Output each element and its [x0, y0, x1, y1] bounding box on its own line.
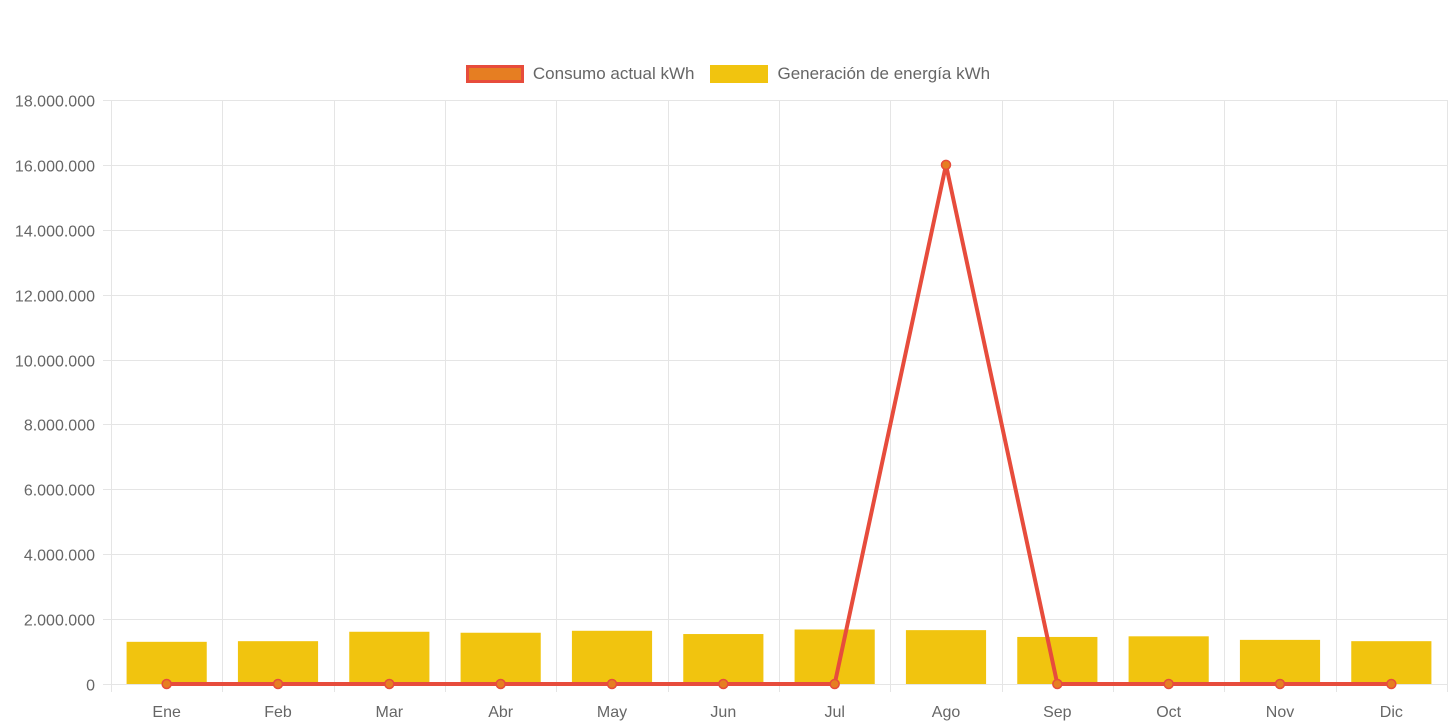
legend-label-consumo: Consumo actual kWh: [532, 64, 695, 83]
legend-item-consumo[interactable]: Consumo actual kWh: [465, 64, 695, 84]
legend-label-generacion: Generación de energía kWh: [777, 64, 991, 83]
point-consumo-jul: [829, 678, 840, 690]
x-tick-label: Feb: [264, 704, 292, 721]
bar-generacion-may: [571, 630, 653, 684]
x-tick-label: Sep: [1043, 704, 1072, 721]
point-consumo-nov: [1274, 678, 1286, 690]
bar-generacion-jun: [683, 634, 764, 684]
y-tick-label: 0: [86, 678, 95, 695]
y-tick-label: 12.000.000: [15, 289, 95, 306]
bar-generacion-ene: [126, 641, 207, 684]
legend-swatch-consumo: [465, 65, 524, 83]
bar-generacion-dic: [1351, 641, 1432, 684]
x-tick-label: Dic: [1380, 704, 1403, 721]
bar-generacion-feb: [237, 641, 319, 684]
bar-generacion-nov: [1239, 639, 1321, 684]
x-tick-label: Jun: [710, 704, 736, 721]
y-tick-label: 18.000.000: [15, 94, 95, 111]
x-tick-label: Mar: [376, 704, 404, 721]
point-consumo-abr: [495, 678, 506, 690]
chart-legend: Consumo actual kWh Generación de energía…: [0, 64, 1456, 84]
x-tick-label: Oct: [1156, 704, 1181, 721]
legend-item-generacion[interactable]: Generación de energía kWh: [710, 64, 990, 84]
point-consumo-ene: [161, 678, 172, 690]
y-tick-label: 6.000.000: [24, 483, 95, 500]
bar-generacion-ago: [905, 630, 987, 684]
legend-swatch-generacion: [710, 65, 769, 83]
x-tick-label: Abr: [488, 704, 514, 721]
line-consumo: [166, 164, 1392, 686]
x-tick-label: Jul: [824, 704, 844, 721]
point-consumo-feb: [272, 678, 284, 690]
bar-generacion-abr: [460, 632, 541, 684]
y-tick-label: 2.000.000: [24, 613, 95, 630]
point-consumo-sep: [1052, 678, 1063, 690]
bar-generacion-mar: [349, 631, 430, 684]
point-consumo-ago: [940, 159, 952, 171]
point-consumo-mar: [384, 678, 395, 690]
x-tick-label: Ene: [152, 704, 181, 721]
point-consumo-oct: [1163, 678, 1174, 690]
point-consumo-may: [606, 678, 618, 690]
x-tick-label: Nov: [1266, 704, 1294, 721]
y-tick-label: 16.000.000: [15, 159, 95, 176]
y-tick-label: 14.000.000: [15, 224, 95, 241]
bar-generacion-oct: [1128, 636, 1209, 684]
y-tick-label: 8.000.000: [24, 418, 95, 435]
point-consumo-jun: [718, 678, 729, 690]
x-tick-label: Ago: [932, 704, 961, 721]
point-consumo-dic: [1386, 678, 1397, 690]
y-tick-label: 10.000.000: [15, 354, 95, 371]
y-tick-label: 4.000.000: [24, 548, 95, 565]
x-tick-label: May: [597, 704, 627, 721]
